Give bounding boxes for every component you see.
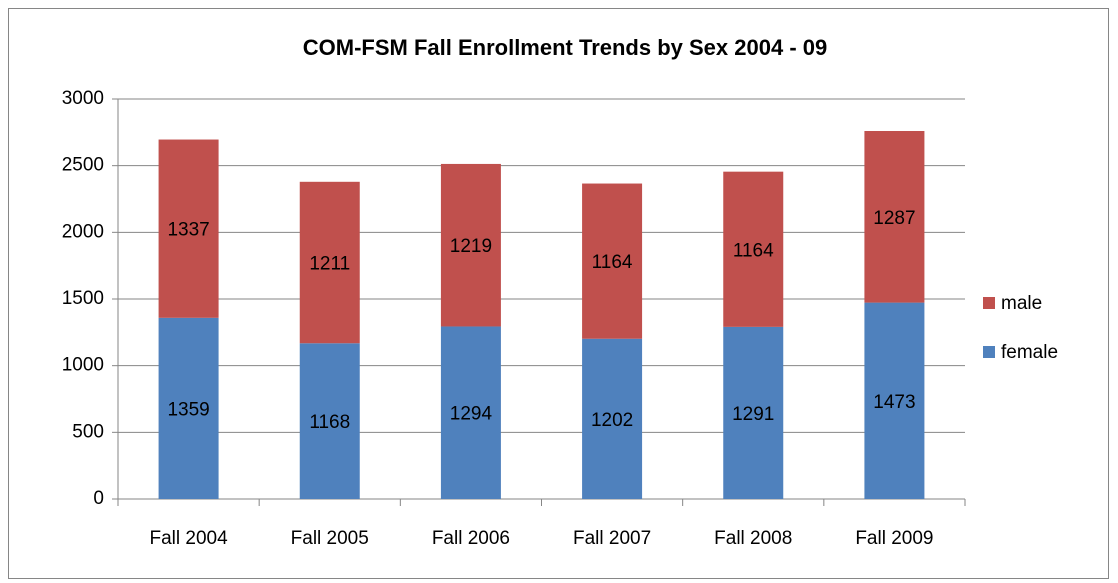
data-label: 1164 [733, 240, 774, 261]
data-label: 1294 [450, 404, 493, 425]
bar-segment [440, 326, 501, 499]
y-tick-label: 500 [72, 421, 104, 442]
y-tick-label: 0 [93, 488, 104, 509]
x-tick-label: Fall 2005 [291, 528, 369, 549]
bar-segment [582, 183, 643, 339]
data-label: 1337 [167, 220, 209, 241]
x-tick-label: Fall 2007 [573, 528, 651, 549]
y-tick-label: 2500 [62, 155, 104, 176]
data-label: 1164 [592, 252, 633, 273]
x-tick-label: Fall 2004 [149, 528, 228, 549]
data-label: 1359 [167, 399, 209, 420]
x-tick-label: Fall 2006 [432, 528, 510, 549]
bar-segment [158, 317, 219, 499]
data-label: 1287 [873, 208, 915, 229]
data-label: 1473 [873, 392, 915, 413]
x-tick-label: Fall 2009 [855, 528, 933, 549]
x-tick-label: Fall 2008 [714, 528, 792, 549]
bar-segment [723, 326, 784, 499]
bar-segment [864, 131, 925, 303]
bar-segment [723, 171, 784, 327]
y-tick-label: 3000 [62, 88, 104, 109]
y-tick-label: 1500 [62, 288, 104, 309]
bar-segment [440, 163, 501, 327]
bar-segment [582, 338, 643, 499]
legend-label: male [1001, 293, 1042, 314]
legend-swatch [983, 346, 995, 358]
data-label: 1211 [309, 254, 350, 275]
bar-segment [158, 139, 219, 318]
bar-segment [299, 181, 360, 344]
y-tick-label: 2000 [62, 221, 104, 242]
data-label: 1168 [309, 412, 350, 433]
bar-segment [299, 343, 360, 499]
data-label: 1219 [450, 236, 492, 257]
legend-label: female [1001, 342, 1058, 363]
bar-segment [864, 302, 925, 499]
data-label: 1202 [591, 410, 633, 431]
y-tick-label: 1000 [62, 355, 104, 376]
data-label: 1291 [732, 404, 774, 425]
chart-title: COM-FSM Fall Enrollment Trends by Sex 20… [303, 35, 827, 60]
legend-swatch [983, 297, 995, 309]
